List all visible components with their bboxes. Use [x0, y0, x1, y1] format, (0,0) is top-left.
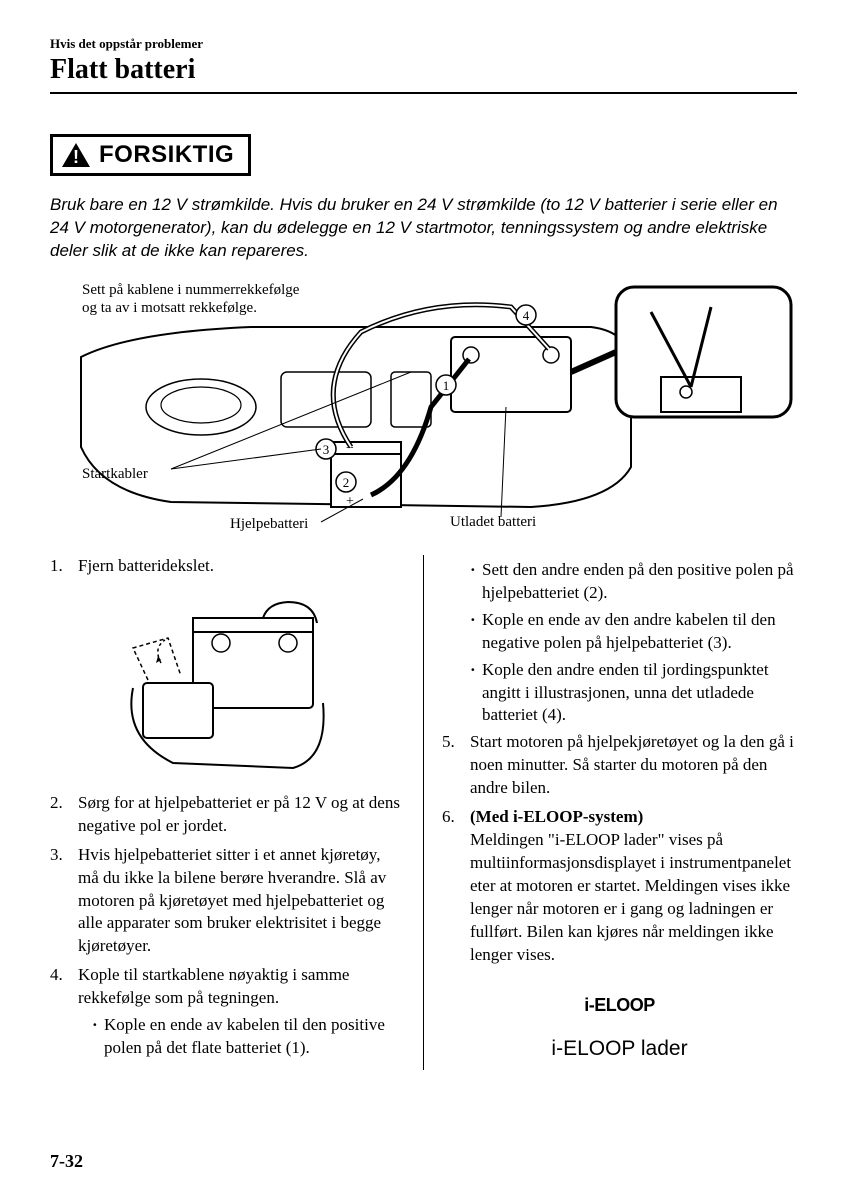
caution-label: FORSIKTIG — [99, 141, 234, 169]
step-number: 6. — [442, 806, 470, 967]
step-text: Hvis hjelpebatteriet sitter i et annet k… — [78, 844, 405, 959]
column-divider — [423, 555, 424, 1070]
step-number: 2. — [50, 792, 78, 838]
step-text: Start motoren på hjelpekjøretøyet og la … — [470, 731, 797, 800]
step-2: 2. Sørg for at hjelpebatteriet er på 12 … — [50, 792, 405, 838]
substep: Kople en ende av kabelen til den positiv… — [92, 1014, 405, 1060]
step-4: 4. Kople til startkablene nøyaktig i sam… — [50, 964, 405, 1064]
page-title: Flatt batteri — [50, 54, 797, 86]
page-number: 7-32 — [50, 1151, 83, 1172]
substep: Sett den andre enden på den positive pol… — [470, 559, 797, 605]
svg-text:+: + — [346, 494, 354, 509]
step-3: 3. Hvis hjelpebatteriet sitter i et anne… — [50, 844, 405, 959]
caution-box: ! FORSIKTIG — [50, 134, 251, 176]
step-bold-heading: (Med i-ELOOP-system) — [470, 807, 643, 826]
step-5: 5. Start motoren på hjelpekjøretøyet og … — [442, 731, 797, 800]
svg-text:2: 2 — [343, 475, 350, 490]
label-hjelpebatteri: Hjelpebatteri — [230, 515, 308, 533]
engine-bay-diagram: Sett på kablene i nummerrekkefølge og ta… — [50, 277, 797, 537]
caution-text: Bruk bare en 12 V strømkilde. Hvis du br… — [50, 194, 797, 263]
left-column: 1. Fjern batteridekslet. 2. Sørg for at … — [50, 555, 405, 1070]
battery-cover-diagram — [113, 588, 343, 778]
step-1: 1. Fjern batteridekslet. — [50, 555, 405, 578]
step-number: 5. — [442, 731, 470, 800]
content-columns: 1. Fjern batteridekslet. 2. Sørg for at … — [50, 555, 797, 1070]
right-column: Sett den andre enden på den positive pol… — [442, 555, 797, 1070]
svg-text:!: ! — [73, 147, 79, 167]
step-number: 3. — [50, 844, 78, 959]
svg-text:4: 4 — [523, 308, 530, 323]
step-number: 4. — [50, 964, 78, 1064]
svg-text:1: 1 — [443, 378, 450, 393]
warning-triangle-icon: ! — [61, 142, 91, 168]
header-divider — [50, 92, 797, 94]
substep: Kople en ende av den andre kabelen til d… — [470, 609, 797, 655]
eloop-message: i-ELOOP lader — [442, 1035, 797, 1063]
step-number: 1. — [50, 555, 78, 578]
step-text: Sørg for at hjelpebatteriet er på 12 V o… — [78, 792, 405, 838]
diagram-instruction-line1: Sett på kablene i nummerrekkefølge — [82, 282, 299, 298]
label-startkabler: Startkabler — [82, 465, 148, 483]
diagram-instruction: Sett på kablene i nummerrekkefølge og ta… — [82, 281, 299, 317]
eloop-tag: i-ELOOP — [442, 993, 797, 1017]
label-utladet-batteri: Utladet batteri — [450, 513, 536, 531]
chapter-label: Hvis det oppstår problemer — [50, 36, 797, 52]
diagram-instruction-line2: og ta av i motsatt rekkefølge. — [82, 300, 257, 316]
step-6: 6. (Med i-ELOOP-system) Meldingen "i-ELO… — [442, 806, 797, 967]
svg-text:3: 3 — [323, 442, 330, 457]
step-text: Meldingen "i-ELOOP lader" vises på multi… — [470, 830, 791, 964]
step-text: Fjern batteridekslet. — [78, 555, 405, 578]
substep: Kople den andre enden til jordingspunkte… — [470, 659, 797, 728]
step-text: Kople til startkablene nøyaktig i samme … — [78, 965, 349, 1007]
